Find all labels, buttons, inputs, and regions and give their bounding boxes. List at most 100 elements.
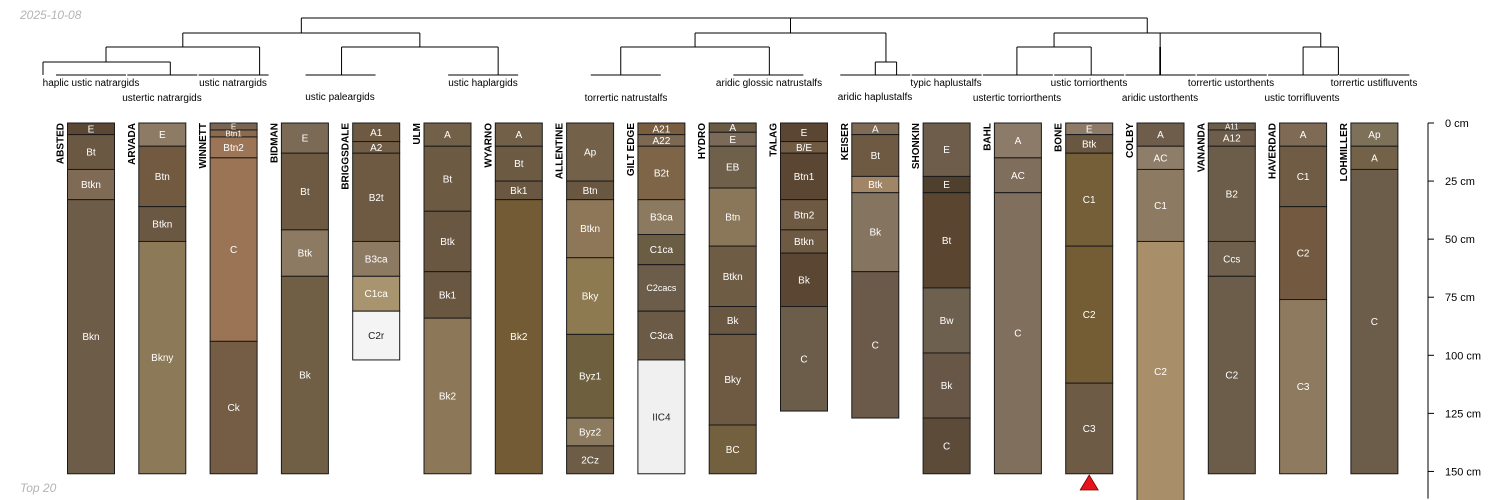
horizon-label: Bk2 [439,391,457,402]
horizon-label: B3ca [650,213,673,224]
group-label-ustic-natrargids: ustic natrargids [199,78,267,89]
horizon-bahl-ac [993,157,1042,194]
caption-label: Top 20 [20,481,57,495]
horizon-gilt-edge-b2t [637,145,686,201]
horizon-shonkin-bt [922,192,971,289]
profile-name-briggsdale: BRIGGSDALE [341,123,352,190]
horizon-colby-c1 [1136,168,1185,242]
horizon-label: Byz2 [579,427,602,438]
horizon-vananda-ccs [1207,240,1256,277]
horizon-label: Bt [86,148,96,159]
horizon-label: A [515,130,522,141]
horizon-label: A [1371,153,1378,164]
horizon-label: C [872,340,879,351]
horizon-label: C [1014,329,1021,340]
profile-name-talag: TALAG [769,123,780,157]
horizon-label: EB [726,163,740,174]
horizon-label: C [1371,317,1378,328]
horizon-label: Bk [727,316,740,327]
horizon-keiser-bk [851,192,900,273]
horizon-gilt-edge-iic4 [637,359,686,475]
profile-name-haverdad: HAVERDAD [1268,123,1279,179]
profile-name-hydro: HYDRO [697,123,708,159]
group-label-ustertic-torriorthents: ustertic torriorthents [973,93,1061,104]
profile-name-bahl: BAHL [982,123,993,151]
horizon-lohmiller-c [1350,168,1399,475]
horizon-label: Bk2 [510,332,528,343]
horizon-allentine-btkn [566,199,615,259]
horizon-label: Btn [725,213,740,224]
depth-tick-label: 125 cm [1445,408,1481,420]
horizon-talag-c [780,306,828,412]
profile-name-colby: COLBY [1125,123,1136,158]
horizon-bone-c3 [1065,382,1114,475]
horizon-winnett-ck [209,340,258,475]
horizon-bidman-e [280,122,329,154]
horizon-label: A21 [653,124,671,135]
horizon-shonkin-c [922,417,971,475]
horizon-hydro-btkn [708,245,757,308]
horizon-label: E [943,145,950,156]
horizon-bahl-a [993,122,1042,159]
horizon-label: Bk [798,275,811,286]
horizon-label: C2cacs [646,283,677,293]
horizon-hydro-bc [708,424,757,475]
horizon-arvada-bkny [138,240,187,475]
horizon-arvada-btn [138,145,187,208]
horizon-shonkin-bk [922,352,971,419]
horizon-label: B3ca [365,254,388,265]
horizon-arvada-btkn [138,206,187,242]
horizon-label: E [1086,124,1093,135]
date-stamp: 2025-10-08 [20,8,82,22]
horizon-label: Btn1 [794,172,815,183]
horizon-label: A22 [653,136,671,147]
horizon-label: E [88,124,95,135]
horizon-label: AC [1154,153,1168,164]
horizon-allentine-2cz [566,445,615,475]
profile-name-shonkin: SHONKIN [911,123,922,169]
horizon-label: Bkn [82,332,99,343]
horizon-label: E [729,135,736,146]
horizon-label: C1 [1154,201,1167,212]
horizon-label: C1ca [365,289,389,300]
horizon-briggsdale-c2r [352,310,401,361]
horizon-label: B2 [1226,189,1239,200]
horizon-colby-c2 [1136,240,1185,500]
group-label-ustic-torriorthents: ustic torriorthents [1051,78,1128,89]
group-label-aridic-haplustalfs: aridic haplustalfs [838,92,912,103]
horizon-label: A11 [1225,122,1239,131]
horizon-wyarno-bk2 [494,199,543,475]
horizon-label: C3 [1083,424,1096,435]
horizon-ulm-bk2 [423,317,472,475]
horizon-bone-c1 [1065,152,1114,247]
horizon-label: Bt [443,174,453,185]
horizon-briggsdale-b3ca [352,240,401,277]
horizon-shonkin-bw [922,287,971,354]
horizon-haverdad-c2 [1279,206,1328,301]
horizon-label: C1ca [650,245,674,256]
horizon-label: Ck [227,403,240,414]
profile-name-bone: BONE [1054,123,1065,152]
horizon-label: Bk [941,381,954,392]
horizon-ulm-bk1 [423,271,472,319]
horizon-label: A [444,130,451,141]
horizon-label: E [302,134,309,145]
horizon-label: Btn2 [223,143,244,154]
group-label-torrertic-natrustalfs: torrertic natrustalfs [585,93,668,104]
horizon-allentine-byz1 [566,333,615,419]
horizon-keiser-c [851,271,900,419]
horizon-absted-bkn [67,199,115,475]
horizon-label: C3 [1297,382,1310,393]
horizon-label: IIC4 [652,412,671,423]
horizon-label: Btn2 [794,210,815,221]
horizon-label: Btk [440,237,455,248]
depth-tick-label: 50 cm [1445,234,1475,246]
depth-tick-label: 0 cm [1445,118,1469,130]
horizon-label: Bw [940,316,955,327]
horizon-label: 2Cz [581,455,599,466]
profile-name-absted: ABSTED [56,123,67,164]
profile-name-ulm: ULM [412,123,423,145]
horizon-label: Btkn [81,180,101,191]
horizon-label: Byz1 [579,372,602,383]
horizon-vananda-b2 [1207,145,1256,242]
